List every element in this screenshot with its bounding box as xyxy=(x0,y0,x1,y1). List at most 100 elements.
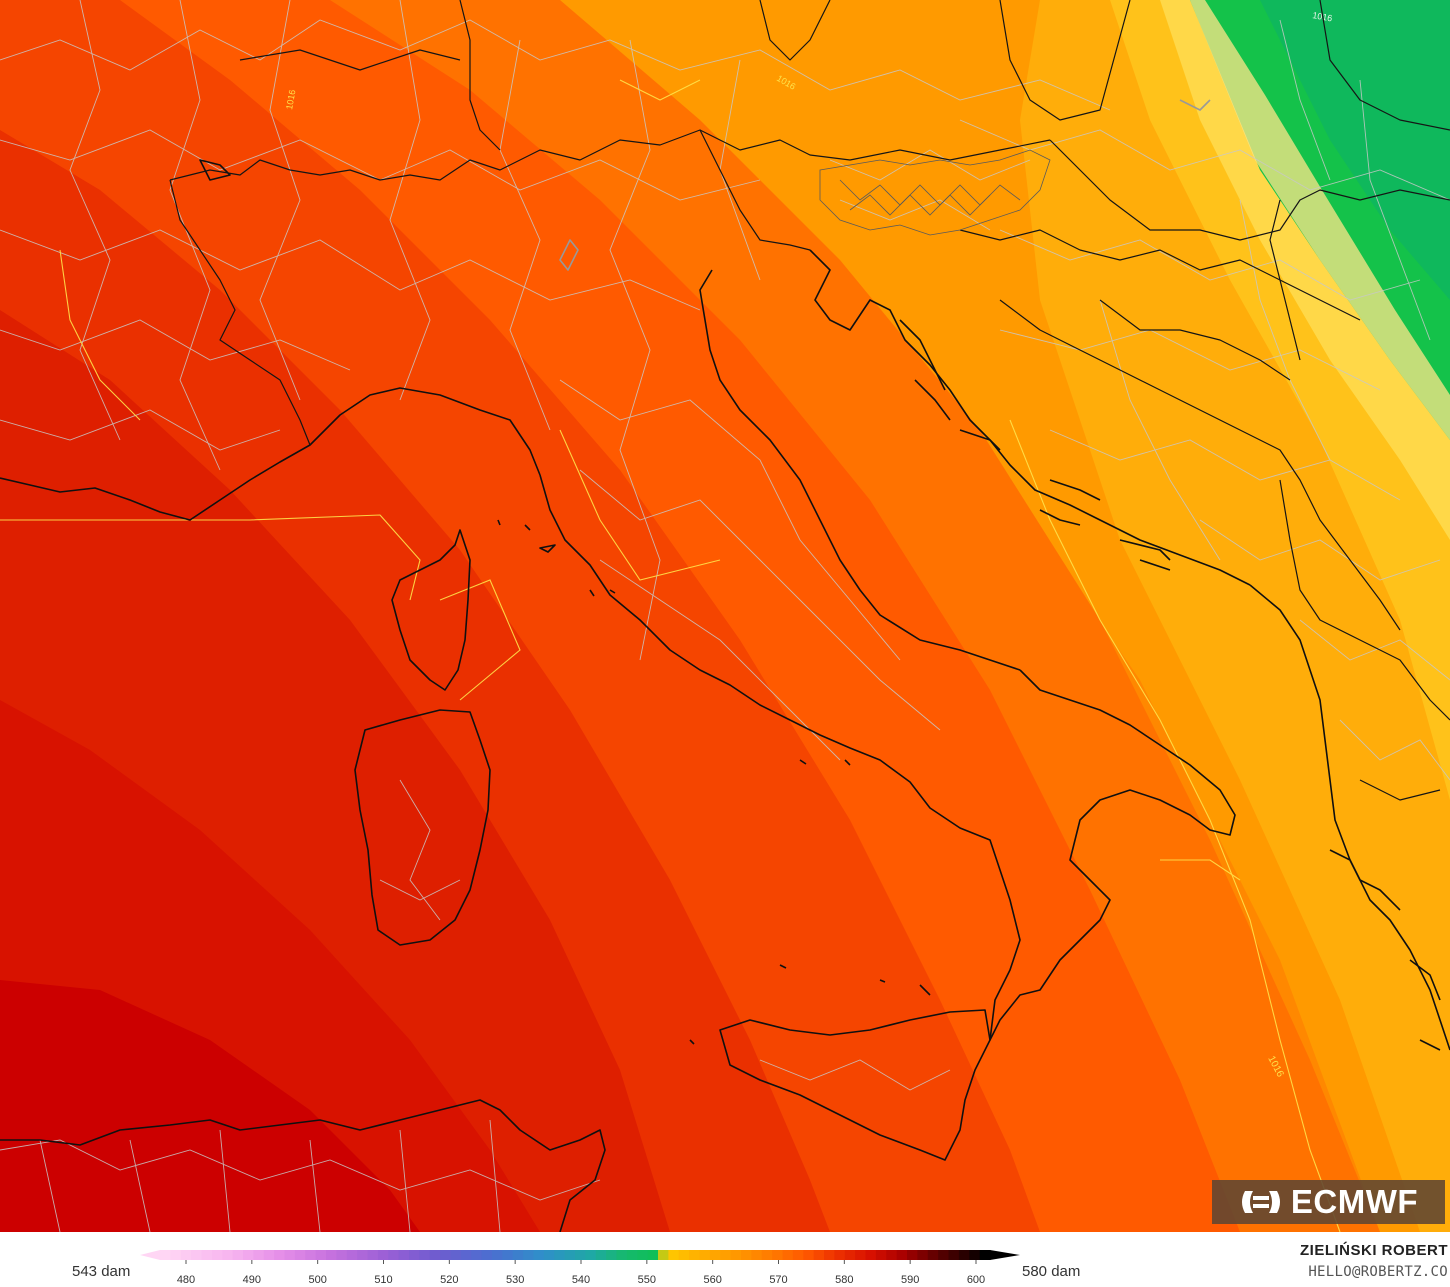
band-fill xyxy=(1160,0,1450,540)
colorbar-cell xyxy=(844,1250,856,1260)
colorbar-cell xyxy=(585,1250,597,1260)
colorbar-cell xyxy=(222,1250,234,1260)
colorbar-cell xyxy=(709,1250,721,1260)
colorbar-cell xyxy=(263,1250,275,1260)
colorbar-cell xyxy=(336,1250,348,1260)
colorbar-tick-label: 560 xyxy=(703,1274,721,1286)
colorbar-cell xyxy=(160,1250,171,1260)
colorbar-cell xyxy=(689,1250,701,1260)
colorbar-cell xyxy=(803,1250,815,1260)
colorbar-cell xyxy=(543,1250,555,1260)
colorbar-cell xyxy=(440,1250,452,1260)
colorbar-cell xyxy=(834,1250,846,1260)
colorbar-cell xyxy=(294,1250,306,1260)
colorbar-tick-label: 570 xyxy=(769,1274,787,1286)
colorbar-tick-label: 500 xyxy=(308,1274,326,1286)
colorbar-cell xyxy=(450,1250,462,1260)
colorbar-tick-label: 590 xyxy=(901,1274,919,1286)
colorbar-cell xyxy=(502,1250,514,1260)
colorbar-cell xyxy=(357,1250,369,1260)
colorbar-cell xyxy=(979,1250,991,1260)
colorbar-tick-label: 520 xyxy=(440,1274,458,1286)
colorbar-cell xyxy=(927,1250,939,1260)
colorbar-tick-label: 480 xyxy=(177,1274,195,1286)
colorbar-cell xyxy=(326,1250,337,1260)
colorbar-cell xyxy=(409,1250,420,1260)
colorbar-cell xyxy=(772,1250,784,1260)
ecmwf-emblem-icon xyxy=(1241,1191,1280,1213)
legend-min-label: 543 dam xyxy=(72,1263,131,1280)
colorbar-cell xyxy=(429,1250,441,1260)
colorbar-cell xyxy=(398,1250,410,1260)
colorbar-cell xyxy=(751,1250,763,1260)
legend-max-label: 580 dam xyxy=(1022,1263,1081,1280)
colorbar-cell xyxy=(284,1250,296,1260)
colorbar-cell xyxy=(626,1250,638,1260)
map-canvas: 1016 1016 1016 1016 xyxy=(0,0,1450,1232)
colorbar-cell xyxy=(907,1250,918,1260)
colorbar-tick-label: 540 xyxy=(572,1274,590,1286)
colorbar-cell xyxy=(782,1250,794,1260)
colorbar-cell xyxy=(647,1250,659,1260)
colorbar-cells xyxy=(160,1250,991,1260)
colorbar-cell xyxy=(305,1250,317,1260)
colorbar-cell xyxy=(481,1250,493,1260)
band-fill xyxy=(0,980,420,1232)
colorbar-cell xyxy=(865,1250,877,1260)
isobar-label: 1016 xyxy=(284,89,297,110)
colorbar-ticks: 480 490 500 510 520 530 540 550 560 570 580 590 600 xyxy=(177,1260,985,1286)
colorbar-cell xyxy=(512,1250,524,1260)
colorbar-cell xyxy=(917,1250,929,1260)
slovenia-municipalities xyxy=(819,149,1051,236)
colorbar-cell xyxy=(564,1250,576,1260)
colorbar-cell xyxy=(855,1250,867,1260)
colorbar-cell xyxy=(180,1250,192,1260)
colorbar-cell xyxy=(377,1250,389,1260)
colorbar-cell xyxy=(243,1250,254,1260)
band-fill xyxy=(1190,0,1450,440)
colorbar-cell xyxy=(658,1250,669,1260)
colorbar-cell xyxy=(792,1250,804,1260)
colorbar-cell xyxy=(575,1250,586,1260)
colorbar-cell xyxy=(211,1250,223,1260)
colorbar-cell xyxy=(616,1250,628,1260)
colorbar-cell xyxy=(958,1250,970,1260)
colorbar-cell xyxy=(533,1250,545,1260)
colorbar-cell xyxy=(346,1250,358,1260)
colorbar-cell xyxy=(938,1250,950,1260)
colorbar-cell xyxy=(419,1250,431,1260)
colorbar-cell xyxy=(606,1250,618,1260)
colorbar-cell xyxy=(813,1250,825,1260)
colorbar: 480 490 500 510 520 530 540 550 560 570 580 590 600 xyxy=(140,1250,1020,1286)
colorbar-cell xyxy=(824,1250,835,1260)
colorbar-cell xyxy=(668,1250,680,1260)
colorbar-cell xyxy=(948,1250,960,1260)
maritime-lines xyxy=(0,79,1341,1232)
colorbar-left-arrow xyxy=(140,1250,160,1260)
colorbar-cell xyxy=(730,1250,742,1260)
coastlines xyxy=(0,99,1450,1232)
colorbar-cell xyxy=(201,1250,213,1260)
colorbar-cell xyxy=(232,1250,244,1260)
colorbar-cell xyxy=(969,1250,981,1260)
colorbar-tick-label: 550 xyxy=(638,1274,656,1286)
colorbar-cell xyxy=(595,1250,607,1260)
colorbar-cell xyxy=(741,1250,752,1260)
colorbar-cell xyxy=(253,1250,265,1260)
colorbar-cell xyxy=(720,1250,732,1260)
colorbar-cell xyxy=(471,1250,483,1260)
colorbar-tick-label: 510 xyxy=(374,1274,392,1286)
band-fill xyxy=(1110,0,1450,800)
ecmwf-logo: ECMWF xyxy=(1212,1180,1445,1224)
colorbar-cell xyxy=(886,1250,898,1260)
ecmwf-logo-text: ECMWF xyxy=(1290,1183,1419,1220)
colorbar-cell xyxy=(170,1250,182,1260)
colorbar-cell xyxy=(678,1250,690,1260)
colorbar-cell xyxy=(191,1250,203,1260)
author-name: ZIELIŃSKI ROBERT xyxy=(1299,1242,1448,1259)
country-borders xyxy=(169,0,1450,801)
colorbar-cell xyxy=(367,1250,379,1260)
colorbar-cell xyxy=(875,1250,887,1260)
colorbar-tick-label: 580 xyxy=(835,1274,853,1286)
colorbar-right-arrow xyxy=(990,1250,1020,1260)
